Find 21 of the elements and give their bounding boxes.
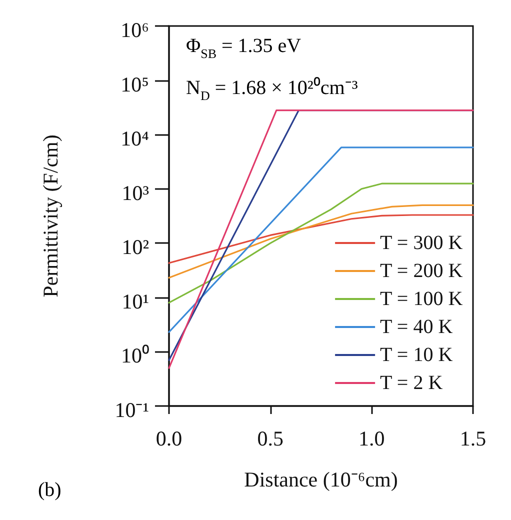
legend-label: T = 2 K [380, 372, 444, 394]
y-tick-label: 10² [122, 235, 149, 260]
x-tick-label: 0.0 [156, 426, 182, 450]
y-tick-label: 10³ [122, 180, 149, 205]
legend-label: T = 10 K [380, 344, 454, 366]
x-tick-label: 1.0 [358, 426, 385, 450]
legend-label: T = 40 K [380, 316, 454, 338]
y-axis-title: Permittivity (F/cm) [38, 134, 62, 298]
y-tick-label: 10⁵ [120, 72, 149, 96]
y-tick-label: 10¹ [122, 289, 149, 314]
y-tick-label: 10⁰ [121, 344, 149, 368]
x-tick-label: 0.5 [257, 426, 284, 450]
y-tick-label: 10⁴ [120, 126, 149, 151]
x-tick-label: 1.5 [460, 426, 486, 450]
text: (b) [38, 479, 62, 501]
x-axis-title: Distance (10⁻⁶cm) [244, 468, 398, 492]
legend-label: T = 200 K [380, 260, 464, 282]
legend-label: T = 300 K [380, 232, 464, 254]
y-tick-label: 10⁻¹ [114, 398, 149, 422]
y-tick-label: 10⁶ [120, 18, 149, 42]
legend-label: T = 100 K [380, 288, 464, 310]
